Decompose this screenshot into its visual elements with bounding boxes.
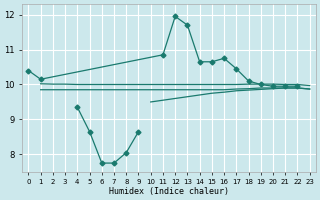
- X-axis label: Humidex (Indice chaleur): Humidex (Indice chaleur): [109, 187, 229, 196]
